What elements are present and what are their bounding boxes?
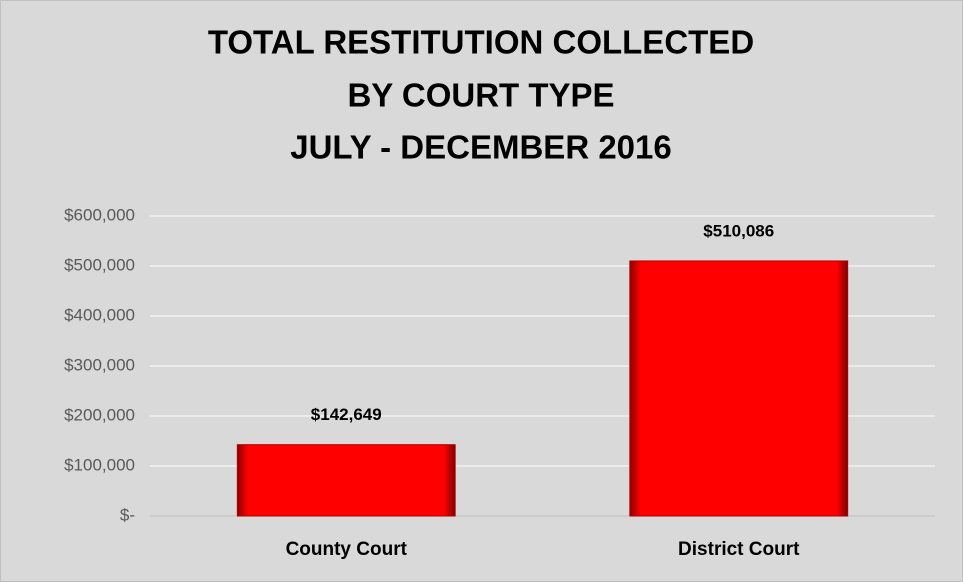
y-tick-label: $400,000	[64, 305, 135, 324]
chart-title: TOTAL RESTITUTION COLLECTED	[208, 24, 754, 61]
value-label: $510,086	[703, 221, 774, 240]
y-tick-label: $100,000	[64, 455, 135, 474]
y-tick-label: $200,000	[64, 405, 135, 424]
y-tick-label: $-	[120, 505, 135, 524]
y-tick-label: $500,000	[64, 255, 135, 274]
x-tick-label: District Court	[678, 539, 800, 560]
bar	[236, 444, 456, 517]
y-tick-label: $600,000	[64, 205, 135, 224]
chart-title: BY COURT TYPE	[347, 77, 614, 114]
x-tick-label: County Court	[286, 539, 408, 560]
value-label: $142,649	[311, 405, 382, 424]
chart-title: JULY - DECEMBER 2016	[290, 129, 671, 166]
y-tick-label: $300,000	[64, 355, 135, 374]
bar	[629, 260, 849, 517]
